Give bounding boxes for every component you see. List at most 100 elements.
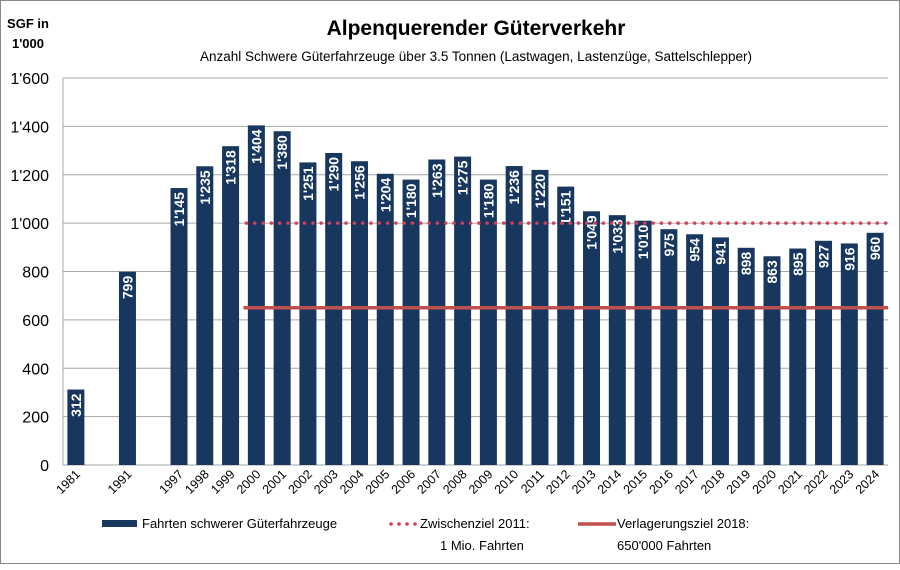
bar-2019 bbox=[737, 247, 755, 465]
data-label-2017: 954 bbox=[687, 238, 703, 262]
bar-2015 bbox=[634, 220, 652, 465]
bar-2022 bbox=[815, 240, 833, 465]
data-label-2024: 960 bbox=[867, 237, 883, 261]
bar-2006 bbox=[402, 179, 420, 465]
x-tick-label: 2007 bbox=[414, 467, 444, 497]
data-label-1981: 312 bbox=[68, 393, 84, 417]
x-tick-label: 2019 bbox=[724, 467, 754, 497]
data-label-2001: 1'380 bbox=[274, 135, 290, 170]
data-label-2008: 1'275 bbox=[455, 160, 471, 195]
bar-2009 bbox=[479, 179, 497, 465]
x-tick-label: 1981 bbox=[53, 467, 83, 497]
legend-label-dotted-line2: 1 Mio. Fahrten bbox=[440, 538, 524, 553]
x-tick-label: 1999 bbox=[208, 467, 238, 497]
x-tick-label: 2012 bbox=[543, 467, 573, 497]
data-label-2002: 1'251 bbox=[300, 166, 316, 201]
data-label-2006: 1'180 bbox=[403, 183, 419, 218]
bar-1999 bbox=[222, 146, 240, 466]
y-tick-label: 1'600 bbox=[10, 71, 49, 88]
x-tick-label: 2011 bbox=[518, 467, 547, 496]
x-tick-label: 2003 bbox=[311, 467, 341, 497]
y-tick-label: 800 bbox=[22, 265, 49, 282]
data-label-2000: 1'404 bbox=[248, 129, 264, 164]
bar-1991 bbox=[118, 271, 136, 465]
y-tick-label: 0 bbox=[40, 458, 49, 475]
x-tick-label: 2023 bbox=[827, 467, 857, 497]
data-label-2018: 941 bbox=[712, 241, 728, 265]
x-tick-label: 2021 bbox=[775, 467, 805, 497]
y-tick-label: 200 bbox=[22, 410, 49, 427]
legend-label-solid: Verlagerungsziel 2018: bbox=[617, 516, 749, 531]
bar-2014 bbox=[608, 215, 626, 465]
x-tick-label: 2009 bbox=[466, 467, 496, 497]
x-tick-label: 2022 bbox=[801, 467, 831, 497]
y-tick-label: 400 bbox=[22, 361, 49, 378]
data-label-2015: 1'010 bbox=[635, 225, 651, 260]
legend-label-dotted: Zwischenziel 2011: bbox=[420, 516, 530, 531]
x-tick-label: 2020 bbox=[750, 467, 780, 497]
bar-2004 bbox=[350, 161, 368, 465]
bar-2017 bbox=[686, 234, 704, 465]
legend-swatch-dotted bbox=[389, 522, 417, 526]
data-label-2023: 916 bbox=[841, 247, 857, 271]
x-tick-label: 1997 bbox=[157, 467, 187, 497]
bar-2020 bbox=[763, 256, 781, 465]
bar-2016 bbox=[660, 229, 678, 465]
legend-swatch-bars bbox=[102, 520, 137, 527]
legend-label-bars: Fahrten schwerer Güterfahrzeuge bbox=[142, 516, 337, 531]
y-axis-label-line1: SGF in bbox=[7, 16, 49, 31]
bar-2021 bbox=[789, 248, 807, 465]
x-tick-label: 2005 bbox=[363, 467, 393, 497]
data-label-2021: 895 bbox=[790, 252, 806, 276]
data-label-2009: 1'180 bbox=[480, 183, 496, 218]
bar-2018 bbox=[711, 237, 729, 465]
y-tick-label: 1'200 bbox=[10, 168, 49, 185]
x-tick-label: 2015 bbox=[621, 467, 651, 497]
data-label-2020: 863 bbox=[764, 260, 780, 284]
bar-1981 bbox=[67, 389, 85, 465]
data-label-2010: 1'236 bbox=[506, 170, 522, 205]
bar-2008 bbox=[454, 156, 472, 465]
data-label-1999: 1'318 bbox=[223, 150, 239, 185]
bar-2011 bbox=[531, 169, 549, 465]
bar-2023 bbox=[840, 243, 858, 465]
data-label-2007: 1'263 bbox=[429, 163, 445, 198]
data-label-1998: 1'235 bbox=[197, 170, 213, 205]
data-label-1991: 799 bbox=[119, 276, 135, 300]
data-label-2013: 1'049 bbox=[584, 215, 600, 250]
x-tick-label: 2017 bbox=[672, 467, 702, 497]
x-tick-label: 1991 bbox=[105, 467, 135, 497]
x-tick-label: 2024 bbox=[853, 467, 883, 497]
chart-title: Alpenquerender Güterverkehr bbox=[327, 17, 626, 40]
x-tick-label: 2018 bbox=[698, 467, 728, 497]
x-tick-label: 2010 bbox=[492, 467, 522, 497]
x-tick-label: 2006 bbox=[389, 467, 419, 497]
data-label-2019: 898 bbox=[738, 252, 754, 276]
x-tick-label: 2008 bbox=[440, 467, 470, 497]
y-axis-label-line2: 1'000 bbox=[12, 36, 44, 51]
data-label-1997: 1'145 bbox=[171, 192, 187, 227]
x-tick-label: 2001 bbox=[260, 467, 290, 497]
chart-subtitle: Anzahl Schwere Güterfahrzeuge über 3.5 T… bbox=[200, 49, 752, 64]
bar-2012 bbox=[557, 186, 575, 465]
bar-1998 bbox=[196, 166, 214, 466]
x-tick-label: 2016 bbox=[646, 467, 676, 497]
y-tick-label: 600 bbox=[22, 313, 49, 330]
data-label-2022: 927 bbox=[816, 245, 832, 269]
y-tick-label: 1'000 bbox=[10, 216, 49, 233]
bar-2007 bbox=[428, 159, 446, 465]
data-label-2005: 1'204 bbox=[377, 178, 393, 213]
bar-2002 bbox=[299, 162, 317, 465]
data-label-2016: 975 bbox=[661, 233, 677, 257]
y-tick-label: 1'400 bbox=[10, 119, 49, 136]
x-tick-label: 2013 bbox=[569, 467, 599, 497]
data-label-2012: 1'151 bbox=[558, 190, 574, 225]
bar-2024 bbox=[866, 232, 884, 465]
bar-2005 bbox=[376, 173, 394, 465]
x-tick-label: 2004 bbox=[337, 467, 367, 497]
legend-label-solid-line2: 650'000 Fahrten bbox=[617, 538, 711, 553]
bar-2013 bbox=[583, 211, 601, 465]
legend: Fahrten schwerer Güterfahrzeuge Zwischen… bbox=[102, 516, 749, 553]
